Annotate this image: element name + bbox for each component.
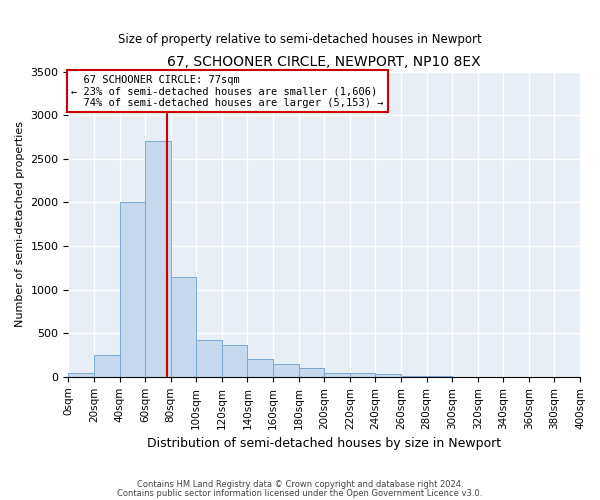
Bar <box>145 142 171 377</box>
Title: 67, SCHOONER CIRCLE, NEWPORT, NP10 8EX: 67, SCHOONER CIRCLE, NEWPORT, NP10 8EX <box>167 55 481 69</box>
Bar <box>196 340 222 377</box>
Y-axis label: Number of semi-detached properties: Number of semi-detached properties <box>15 121 25 327</box>
Bar <box>427 376 452 377</box>
Bar <box>222 344 247 377</box>
Text: Contains HM Land Registry data © Crown copyright and database right 2024.: Contains HM Land Registry data © Crown c… <box>137 480 463 489</box>
Bar <box>273 364 299 377</box>
Bar <box>171 276 196 377</box>
Bar <box>119 202 145 377</box>
Bar <box>94 355 119 377</box>
Text: Contains public sector information licensed under the Open Government Licence v3: Contains public sector information licen… <box>118 488 482 498</box>
Bar <box>68 374 94 377</box>
Bar <box>376 374 401 377</box>
Text: Size of property relative to semi-detached houses in Newport: Size of property relative to semi-detach… <box>118 32 482 46</box>
Bar <box>324 372 350 377</box>
Bar <box>247 360 273 377</box>
Text: 67 SCHOONER CIRCLE: 77sqm
← 23% of semi-detached houses are smaller (1,606)
  74: 67 SCHOONER CIRCLE: 77sqm ← 23% of semi-… <box>71 74 383 108</box>
Bar <box>401 376 427 377</box>
X-axis label: Distribution of semi-detached houses by size in Newport: Distribution of semi-detached houses by … <box>147 437 501 450</box>
Bar <box>299 368 324 377</box>
Bar <box>350 372 376 377</box>
